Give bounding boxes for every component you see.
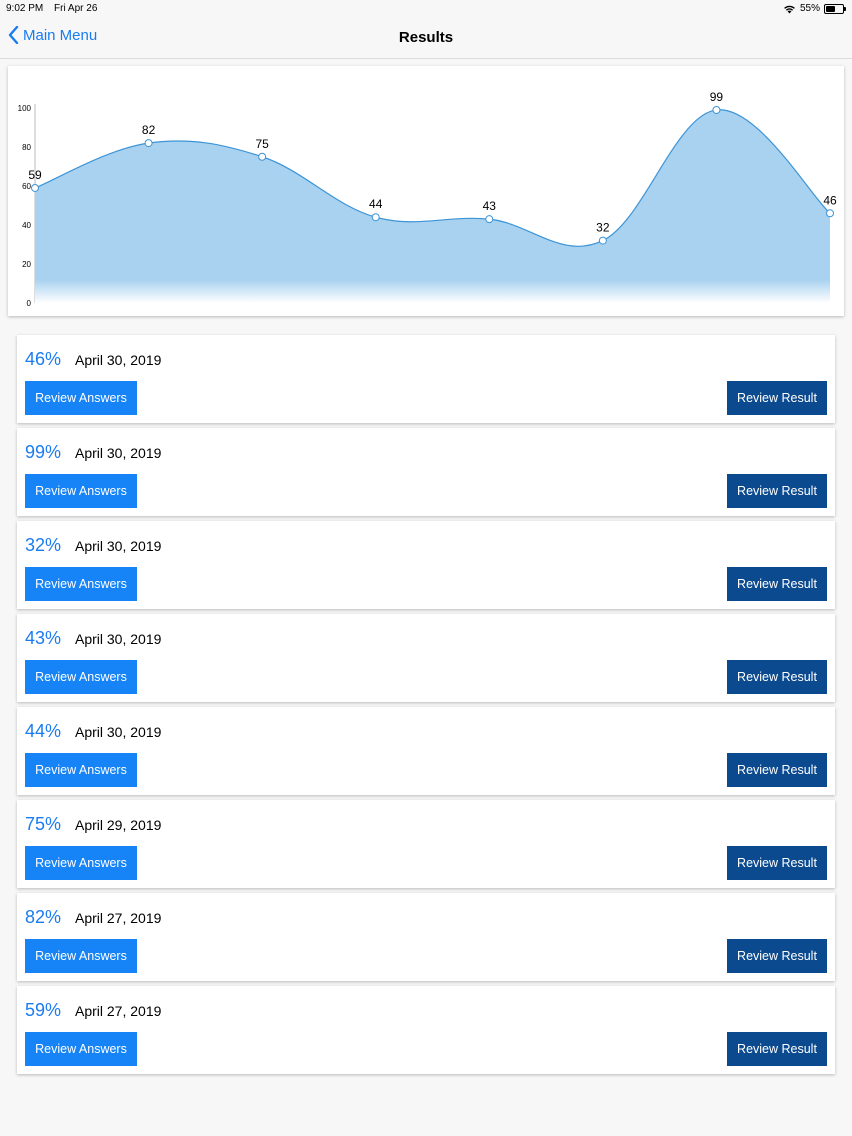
review-answers-button[interactable]: Review Answers <box>25 474 137 508</box>
page-title: Results <box>398 29 454 46</box>
result-date: April 30, 2019 <box>75 724 162 740</box>
data-label: 75 <box>255 137 269 151</box>
result-score: 43% <box>25 628 62 648</box>
data-point <box>258 152 267 161</box>
review-result-button[interactable]: Review Result <box>727 381 827 415</box>
result-score: 32% <box>25 535 62 555</box>
result-card: 44% April 30, 2019 Review Answers Review Re… <box>17 707 835 795</box>
battery-icon <box>824 3 846 14</box>
data-label: 46 <box>823 193 837 207</box>
results-chart: 0 20 40 60 80 100 59 82 75 44 43 32 99 46 <box>8 66 844 316</box>
result-card: 59% April 27, 2019 Review Answers Review Re… <box>17 986 835 1074</box>
area-series-fill <box>35 109 830 303</box>
status-bar: 9:02 PM Fri Apr 26 55% <box>0 0 852 18</box>
y-tick-label: 0 <box>27 299 32 308</box>
battery-percent: 55% <box>799 3 820 14</box>
result-card: 43% April 30, 2019 Review Answers Review Re… <box>17 614 835 702</box>
data-label: 44 <box>369 197 383 211</box>
data-points: 59 82 75 44 43 32 99 46 <box>28 90 837 245</box>
wifi-icon <box>784 5 795 13</box>
result-card: 82% April 27, 2019 Review Answers Review Re… <box>17 893 835 981</box>
result-card: 99% April 30, 2019 Review Answers Review Re… <box>17 428 835 516</box>
data-label: 59 <box>28 168 42 182</box>
status-time: 9:02 PM <box>6 3 44 14</box>
review-result-button[interactable]: Review Result <box>727 939 827 973</box>
y-axis: 0 20 40 60 80 100 <box>18 104 36 308</box>
data-point <box>826 209 834 218</box>
chevron-left-icon <box>8 26 19 44</box>
result-score: 44% <box>25 721 62 741</box>
result-score: 99% <box>25 442 62 462</box>
review-answers-button[interactable]: Review Answers <box>25 660 137 694</box>
results-chart-svg: 0 20 40 60 80 100 59 82 75 44 43 32 99 46 <box>18 90 837 308</box>
status-date: Fri Apr 26 <box>54 3 98 14</box>
review-answers-button[interactable]: Review Answers <box>25 381 137 415</box>
data-point <box>485 215 494 224</box>
navigation-bar: Main Menu Results <box>0 18 852 59</box>
data-label: 32 <box>596 221 610 235</box>
results-list: 46% April 30, 2019 Review Answers Review Re… <box>17 335 835 1079</box>
review-result-button[interactable]: Review Result <box>727 474 827 508</box>
review-answers-button[interactable]: Review Answers <box>25 846 137 880</box>
y-tick-label: 20 <box>22 260 31 269</box>
result-date: April 30, 2019 <box>75 538 162 554</box>
result-date: April 30, 2019 <box>75 352 162 368</box>
review-answers-button[interactable]: Review Answers <box>25 753 137 787</box>
review-answers-button[interactable]: Review Answers <box>25 939 137 973</box>
data-point <box>31 183 39 192</box>
data-label: 82 <box>142 123 156 137</box>
result-score: 46% <box>25 349 62 369</box>
review-result-button[interactable]: Review Result <box>727 567 827 601</box>
result-score: 59% <box>25 1000 62 1020</box>
y-tick-label: 40 <box>22 221 31 230</box>
data-point <box>371 213 380 222</box>
review-result-button[interactable]: Review Result <box>727 660 827 694</box>
result-date: April 30, 2019 <box>75 445 162 461</box>
result-card: 46% April 30, 2019 Review Answers Review Re… <box>17 335 835 423</box>
result-date: April 27, 2019 <box>75 1003 162 1019</box>
data-label: 99 <box>710 90 724 104</box>
y-tick-label: 100 <box>18 104 32 113</box>
review-answers-button[interactable]: Review Answers <box>25 1032 137 1066</box>
back-button[interactable]: Main Menu <box>8 26 97 44</box>
review-result-button[interactable]: Review Result <box>727 1032 827 1066</box>
review-answers-button[interactable]: Review Answers <box>25 567 137 601</box>
data-point <box>144 139 153 148</box>
result-card: 75% April 29, 2019 Review Answers Review Re… <box>17 800 835 888</box>
back-button-label: Main Menu <box>23 26 98 44</box>
result-score: 82% <box>25 907 62 927</box>
result-card: 32% April 30, 2019 Review Answers Review Re… <box>17 521 835 609</box>
data-point <box>712 105 721 114</box>
y-tick-label: 60 <box>22 182 31 191</box>
review-result-button[interactable]: Review Result <box>727 753 827 787</box>
result-score: 75% <box>25 814 62 834</box>
result-date: April 30, 2019 <box>75 631 162 647</box>
review-result-button[interactable]: Review Result <box>727 846 827 880</box>
data-point <box>598 236 607 245</box>
data-label: 43 <box>483 199 497 213</box>
result-date: April 27, 2019 <box>75 910 162 926</box>
result-date: April 29, 2019 <box>75 817 162 833</box>
y-tick-label: 80 <box>22 143 31 152</box>
